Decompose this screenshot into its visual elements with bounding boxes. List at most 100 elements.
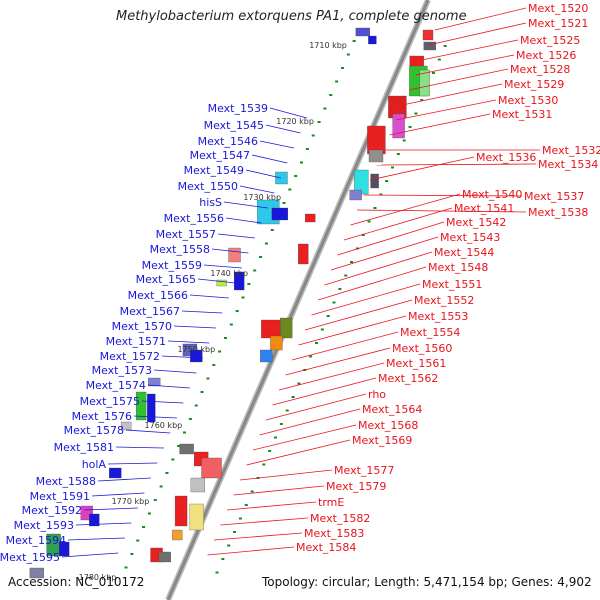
gene-label-left: Mext_1581 <box>54 441 114 454</box>
gene-feature <box>179 443 194 455</box>
gene-label-right: Mext_1577 <box>334 464 394 477</box>
tick-mark <box>396 153 400 155</box>
gene-feature <box>305 213 316 223</box>
tick-mark <box>238 517 242 520</box>
gene-feature <box>270 335 283 351</box>
gene-feature <box>29 567 45 579</box>
topology-text: Topology: circular; Length: 5,471,154 bp… <box>262 575 592 589</box>
gene-label-left: Mext_1588 <box>36 475 96 488</box>
leader-line-left <box>225 217 262 224</box>
genome-title: Methylobacterium extorquens PA1, complet… <box>116 9 467 24</box>
gene-label-right: Mext_1525 <box>520 34 580 47</box>
gene-feature <box>174 495 188 527</box>
gene-feature <box>158 551 171 563</box>
gene-label-left: Mext_1570 <box>112 320 172 333</box>
gene-feature <box>228 247 241 263</box>
tick-mark <box>183 431 187 434</box>
leader-line-right <box>278 362 385 391</box>
leader-line-right <box>311 283 421 316</box>
gene-label-left: Mext_1593 <box>14 519 74 532</box>
tick-mark <box>431 72 435 74</box>
tick-mark <box>215 571 219 574</box>
gene-feature <box>422 29 434 41</box>
gene-feature <box>148 377 161 387</box>
leader-line-right <box>363 194 523 197</box>
tick-mark <box>279 423 283 425</box>
gene-label-right: Mext_1530 <box>498 94 558 107</box>
leader-line-right <box>408 68 509 91</box>
gene-feature <box>368 35 377 45</box>
tick-mark <box>320 328 324 331</box>
tick-mark <box>340 67 344 69</box>
leader-line-right <box>239 469 333 481</box>
tick-mark <box>309 355 313 358</box>
tick-mark <box>136 539 140 542</box>
gene-feature <box>275 171 288 185</box>
gene-label-left: Mext_1557 <box>156 228 216 241</box>
gene-feature <box>271 207 289 221</box>
leader-line-right <box>272 377 377 406</box>
tick-mark <box>194 404 198 407</box>
tick-mark <box>223 337 227 339</box>
leader-line-left <box>125 429 171 434</box>
gene-feature <box>370 173 379 189</box>
tick-mark <box>420 99 424 101</box>
leader-line-left <box>91 492 145 497</box>
gene-label-right: Mext_1583 <box>304 527 364 540</box>
gene-label-right: Mext_1569 <box>352 434 412 447</box>
leader-line-left <box>197 278 236 284</box>
tick-mark <box>247 283 251 285</box>
leader-line-right <box>369 156 475 181</box>
tick-mark <box>124 566 128 569</box>
gene-feature <box>89 513 100 527</box>
leader-line-left <box>181 310 223 314</box>
tick-mark <box>177 445 181 447</box>
gene-label-right: Mext_1554 <box>400 326 460 339</box>
gene-label-right: Mext_1536 <box>476 151 536 164</box>
tick-mark <box>437 58 441 61</box>
gene-label-right: Mext_1531 <box>492 108 552 121</box>
leader-line-left <box>167 340 210 344</box>
leader-line-right <box>415 54 515 76</box>
gene-feature <box>135 391 147 421</box>
tick-mark <box>344 274 348 277</box>
gene-label-right: Mext_1561 <box>386 357 446 370</box>
gene-label-right: Mext_1521 <box>528 17 588 30</box>
leader-line-right <box>317 266 427 301</box>
tick-mark <box>259 256 263 258</box>
gene-label-right: Mext_1532 <box>542 144 600 157</box>
tick-mark <box>235 310 239 312</box>
gene-label-left: Mext_1539 <box>208 102 268 115</box>
leader-line-left <box>97 477 151 482</box>
gene-feature <box>349 189 362 201</box>
kbp-marker: 1730 kbp <box>243 193 281 202</box>
tick-mark <box>268 450 272 452</box>
leader-line-right <box>376 163 537 166</box>
gene-label-right: Mext_1526 <box>516 49 576 62</box>
leader-line-left <box>245 169 281 179</box>
gene-features <box>29 27 436 579</box>
gene-feature <box>190 477 206 493</box>
leader-line-left <box>153 369 197 374</box>
gene-label-right: trmE <box>318 496 344 509</box>
kbp-marker: 1750 kbp <box>177 345 215 354</box>
tick-mark <box>250 490 254 493</box>
tick-mark <box>285 409 289 412</box>
leader-line-right <box>324 251 433 286</box>
leader-line-right <box>265 393 367 421</box>
tick-mark <box>206 377 210 380</box>
gene-feature <box>367 125 386 155</box>
tick-mark <box>332 301 336 304</box>
tick-mark <box>323 107 327 110</box>
tick-mark <box>329 94 333 96</box>
leader-line-right <box>226 501 317 511</box>
gene-label-left: Mext_1578 <box>64 424 124 437</box>
leader-line-left <box>161 355 203 359</box>
leader-line-right <box>330 236 439 271</box>
gene-label-right: Mext_1520 <box>528 2 588 15</box>
tick-mark <box>282 202 286 204</box>
leader-line-right <box>207 546 295 556</box>
tick-mark <box>153 499 157 501</box>
gene-label-right: Mext_1553 <box>408 310 468 323</box>
